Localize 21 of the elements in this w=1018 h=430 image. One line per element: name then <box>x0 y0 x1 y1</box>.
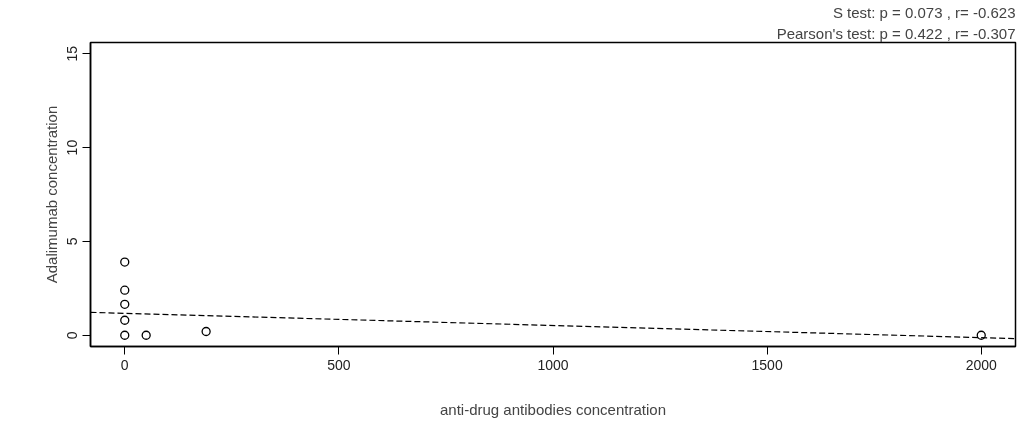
y-tick-label: 5 <box>64 237 81 246</box>
x-tick-label: 500 <box>327 356 351 373</box>
x-tick-label: 0 <box>120 356 129 373</box>
x-tick-label: 1500 <box>751 356 783 373</box>
text: Pearson's test: p = 0.422 , r= -0.307 <box>776 24 1016 42</box>
x-tick-label: 2000 <box>965 356 998 373</box>
x-tick-label: 1000 <box>537 356 569 373</box>
point <box>120 299 130 309</box>
point <box>120 330 130 340</box>
point <box>120 315 130 325</box>
point <box>120 285 130 295</box>
x-axis-title: anti-drug antibodies concentration <box>440 400 666 418</box>
y-axis-title: Adalimumab concentration <box>42 105 60 284</box>
y-tick-label: 0 <box>64 331 81 340</box>
y-tick-label: 15 <box>64 45 81 62</box>
point <box>201 326 211 337</box>
point <box>141 330 151 340</box>
y-tick-label: 10 <box>64 139 81 156</box>
point <box>120 257 130 267</box>
point <box>976 330 986 340</box>
text: S test: p = 0.073 , r= -0.623 <box>832 3 1016 21</box>
